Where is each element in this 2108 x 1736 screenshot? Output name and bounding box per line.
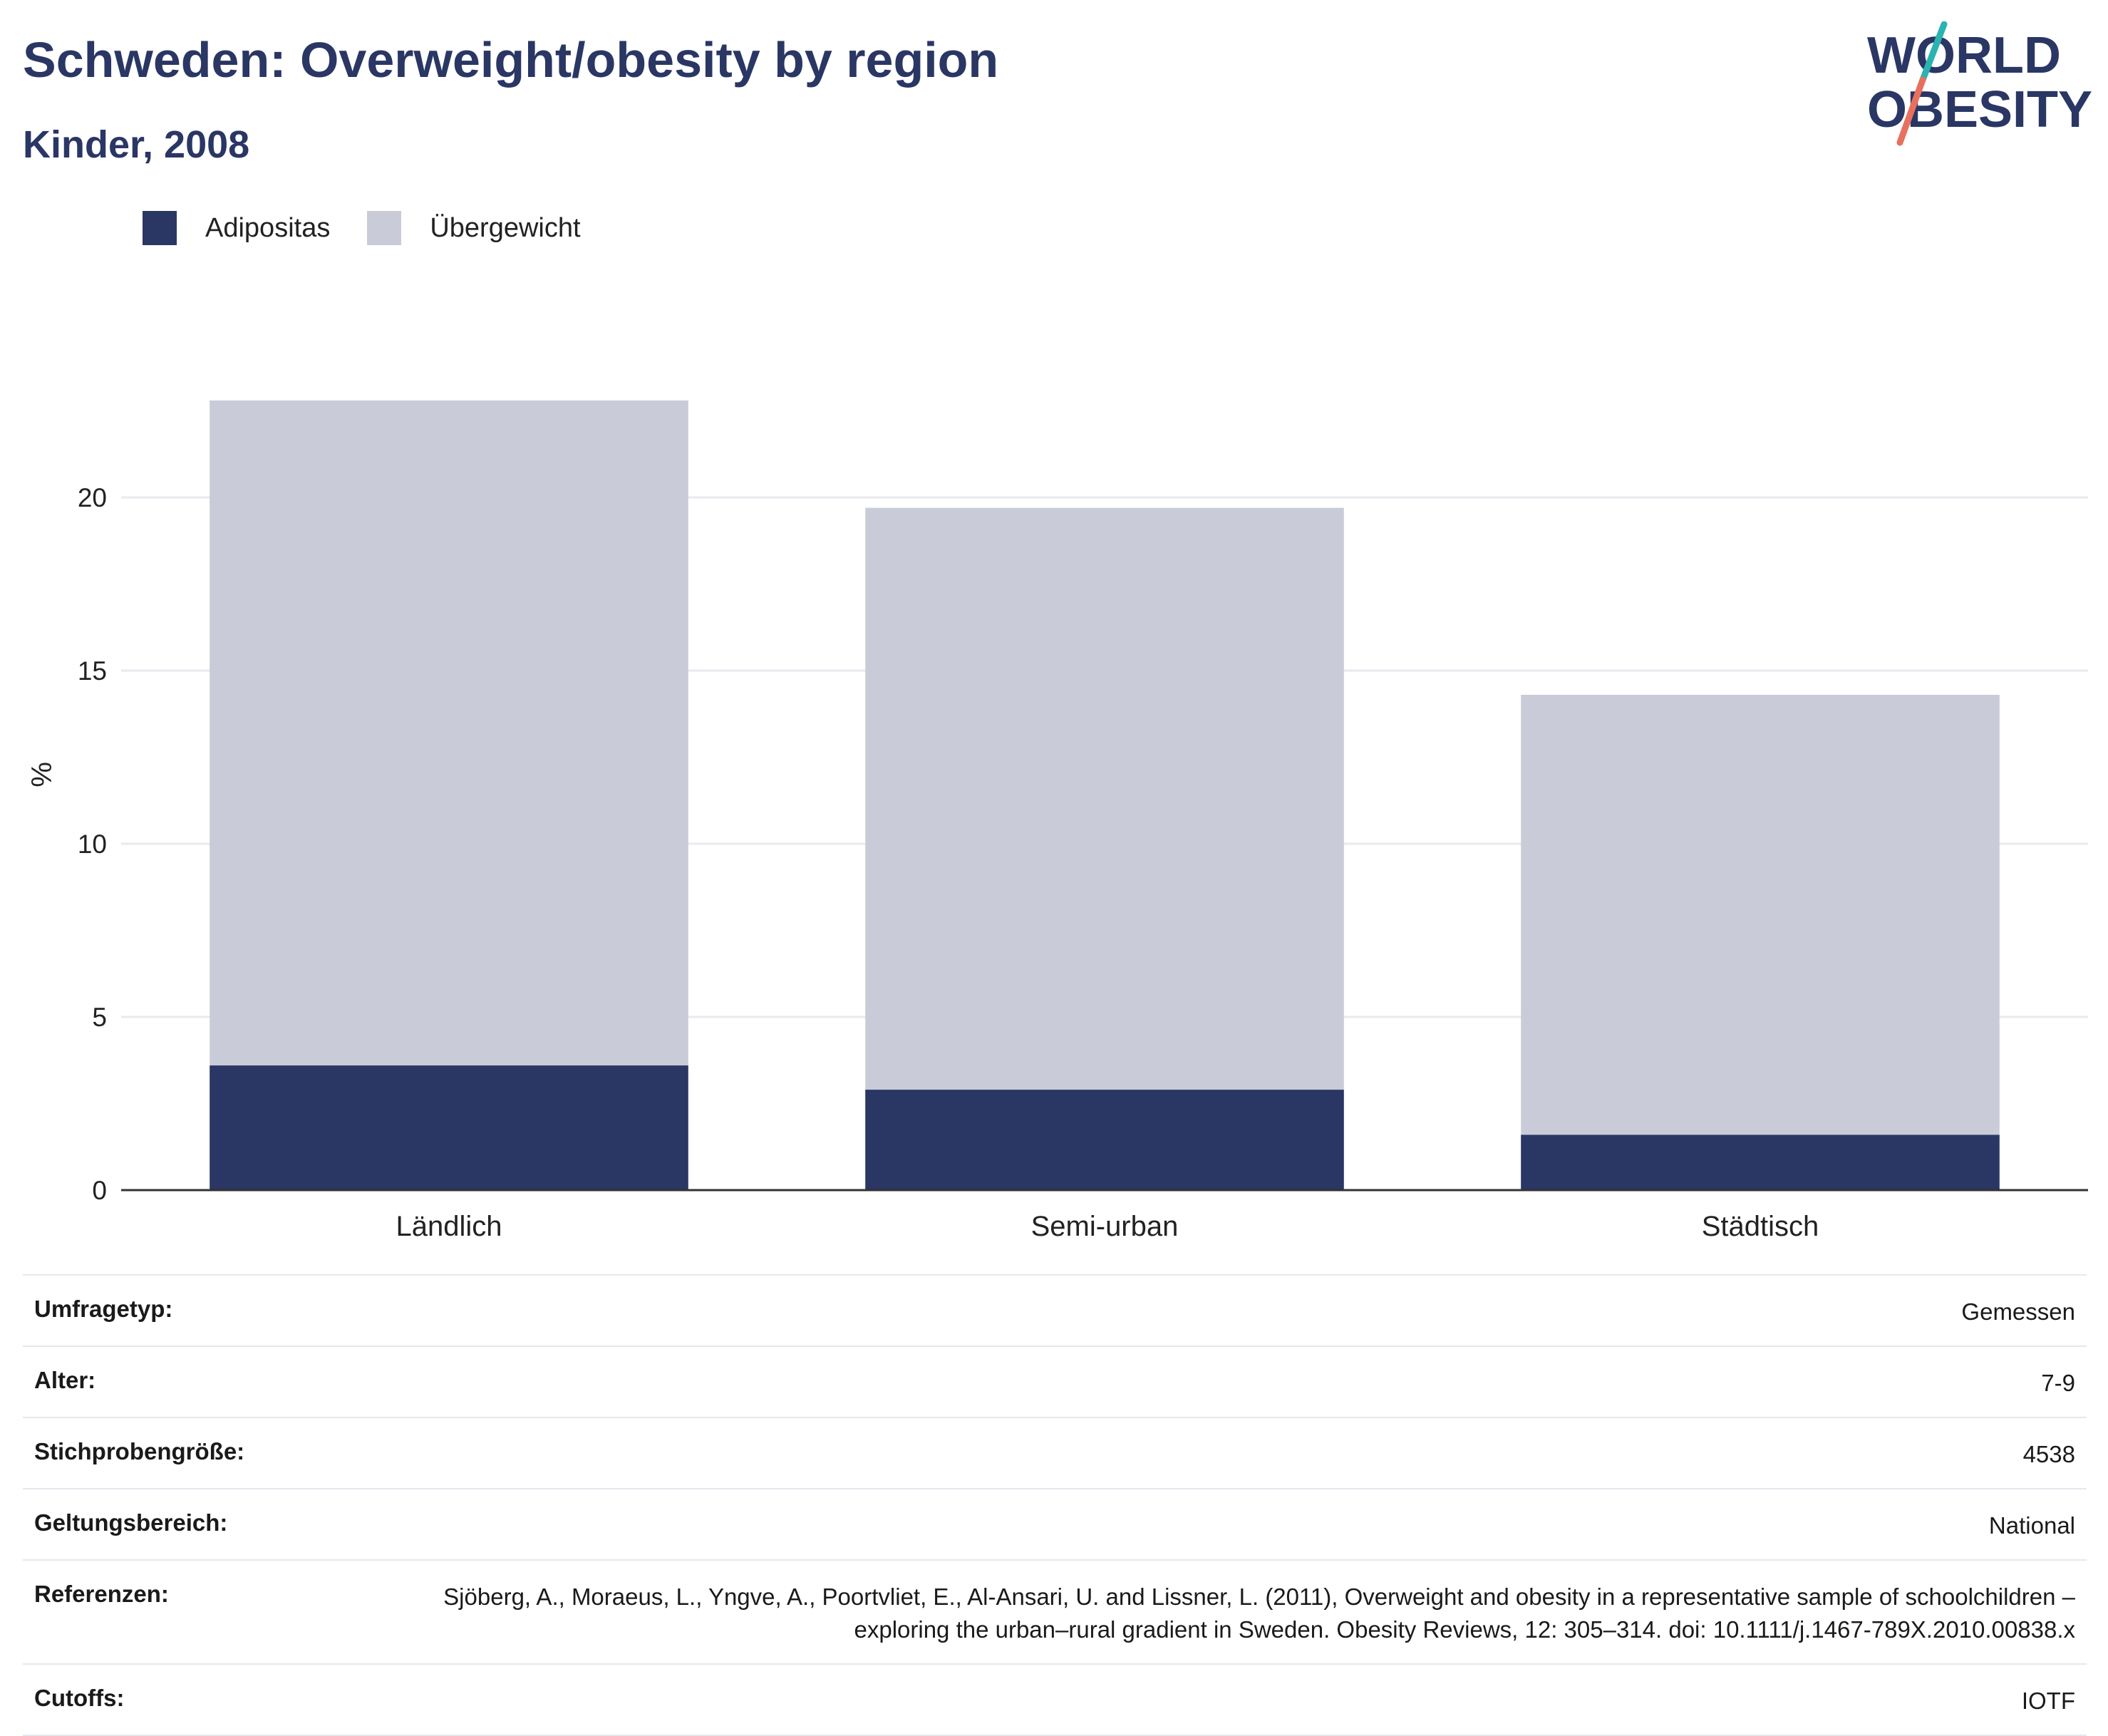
logo-line1: WORLD	[1867, 27, 2061, 84]
y-tick-label: 5	[92, 1003, 107, 1032]
info-row: Stichprobengröße: 4538	[23, 1417, 2087, 1488]
info-label: Umfragetyp:	[34, 1296, 173, 1322]
y-tick-label: 0	[92, 1176, 107, 1205]
info-label: Referenzen:	[34, 1581, 169, 1607]
info-row: Umfragetyp: Gemessen	[23, 1274, 2087, 1345]
stacked-bar-chart: 0 5 10 15 20% Ländlich Semi-urban Städtisch	[26, 400, 2088, 1240]
legend-label-uebergewicht: Übergewicht	[430, 212, 581, 243]
logo-accent-top	[1919, 21, 1948, 83]
survey-info-table: Umfragetyp: Gemessen Alter: 7-9 Stichprobeng…	[23, 1274, 2087, 1736]
info-label: Cutoffs:	[34, 1685, 125, 1711]
info-value: Gemessen	[1961, 1298, 2075, 1325]
legend-label-adipositas: Adipositas	[205, 212, 331, 243]
legend-swatch-uebergewicht	[367, 211, 402, 245]
y-tick-label: 10	[78, 830, 107, 859]
info-label: Alter:	[34, 1367, 96, 1393]
info-label: Stichprobengröße:	[34, 1438, 245, 1464]
info-row: Geltungsbereich: National	[23, 1488, 2087, 1559]
x-tick-label: Ländlich	[396, 1211, 502, 1240]
bar-uebergewicht	[1521, 695, 2000, 1135]
x-tick-label: Städtisch	[1702, 1211, 1819, 1240]
info-row: Referenzen: Sjöberg, A., Moraeus, L., Yng…	[23, 1559, 2087, 1663]
y-tick-label: 20	[78, 483, 107, 512]
info-value: Sjöberg, A., Moraeus, L., Yngve, A., Poo…	[443, 1583, 2075, 1643]
y-tick-label: 15	[78, 656, 107, 686]
info-value: National	[1988, 1512, 2075, 1539]
logo-line2: OBESITY	[1867, 81, 2092, 138]
legend-swatch-adipositas	[143, 211, 177, 245]
legend-item-uebergewicht[interactable]: Übergewicht	[367, 211, 581, 245]
bar-uebergewicht	[865, 507, 1344, 1090]
x-tick-label: Semi-urban	[1031, 1211, 1179, 1240]
info-label: Geltungsbereich:	[34, 1509, 228, 1536]
logo-accent-bottom	[1896, 76, 1926, 146]
world-obesity-logo: WORLD OBESITY	[1867, 21, 2092, 146]
info-row: Alter: 7-9	[23, 1345, 2087, 1417]
info-value: IOTF	[2021, 1688, 2075, 1714]
bar-uebergewicht	[210, 400, 688, 1066]
bar-adipositas	[1521, 1135, 2000, 1190]
legend-item-adipositas[interactable]: Adipositas	[143, 211, 330, 245]
y-axis-label: %	[26, 762, 58, 787]
bar-adipositas	[865, 1090, 1344, 1190]
chart-legend: Adipositas Übergewicht	[143, 211, 618, 245]
chart-title: Schweden: Overweight/obesity by region	[23, 32, 999, 88]
info-value: 7-9	[2041, 1370, 2075, 1396]
chart-subtitle: Kinder, 2008	[23, 123, 250, 166]
bar-adipositas	[210, 1065, 688, 1190]
info-value: 4538	[2022, 1441, 2075, 1467]
